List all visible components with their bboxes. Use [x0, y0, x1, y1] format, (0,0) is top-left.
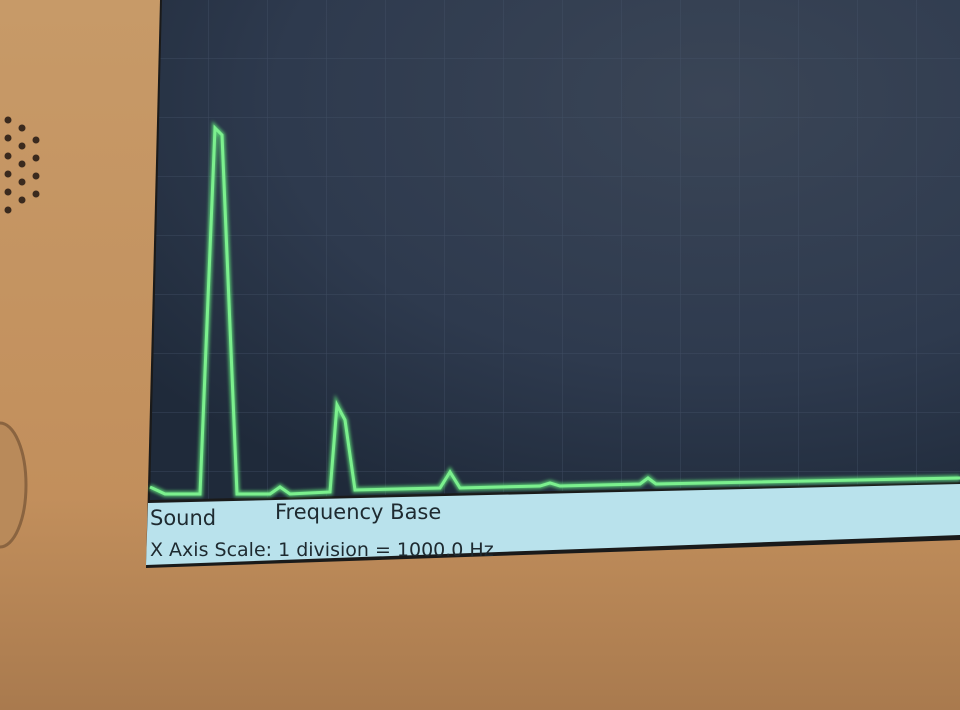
speaker-grille [4, 116, 40, 214]
spectrum-trace [148, 121, 960, 498]
status-bar [146, 484, 960, 565]
grid [150, 0, 960, 500]
side-button[interactable] [0, 421, 28, 549]
scale-label: X Axis Scale: 1 division = 1000.0 Hz [150, 539, 494, 561]
mode-label: Sound [150, 506, 216, 530]
view-label: Frequency Base [275, 500, 441, 524]
